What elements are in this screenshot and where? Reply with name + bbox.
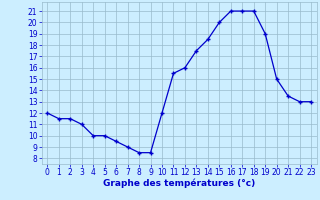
X-axis label: Graphe des températures (°c): Graphe des températures (°c) [103,179,255,188]
